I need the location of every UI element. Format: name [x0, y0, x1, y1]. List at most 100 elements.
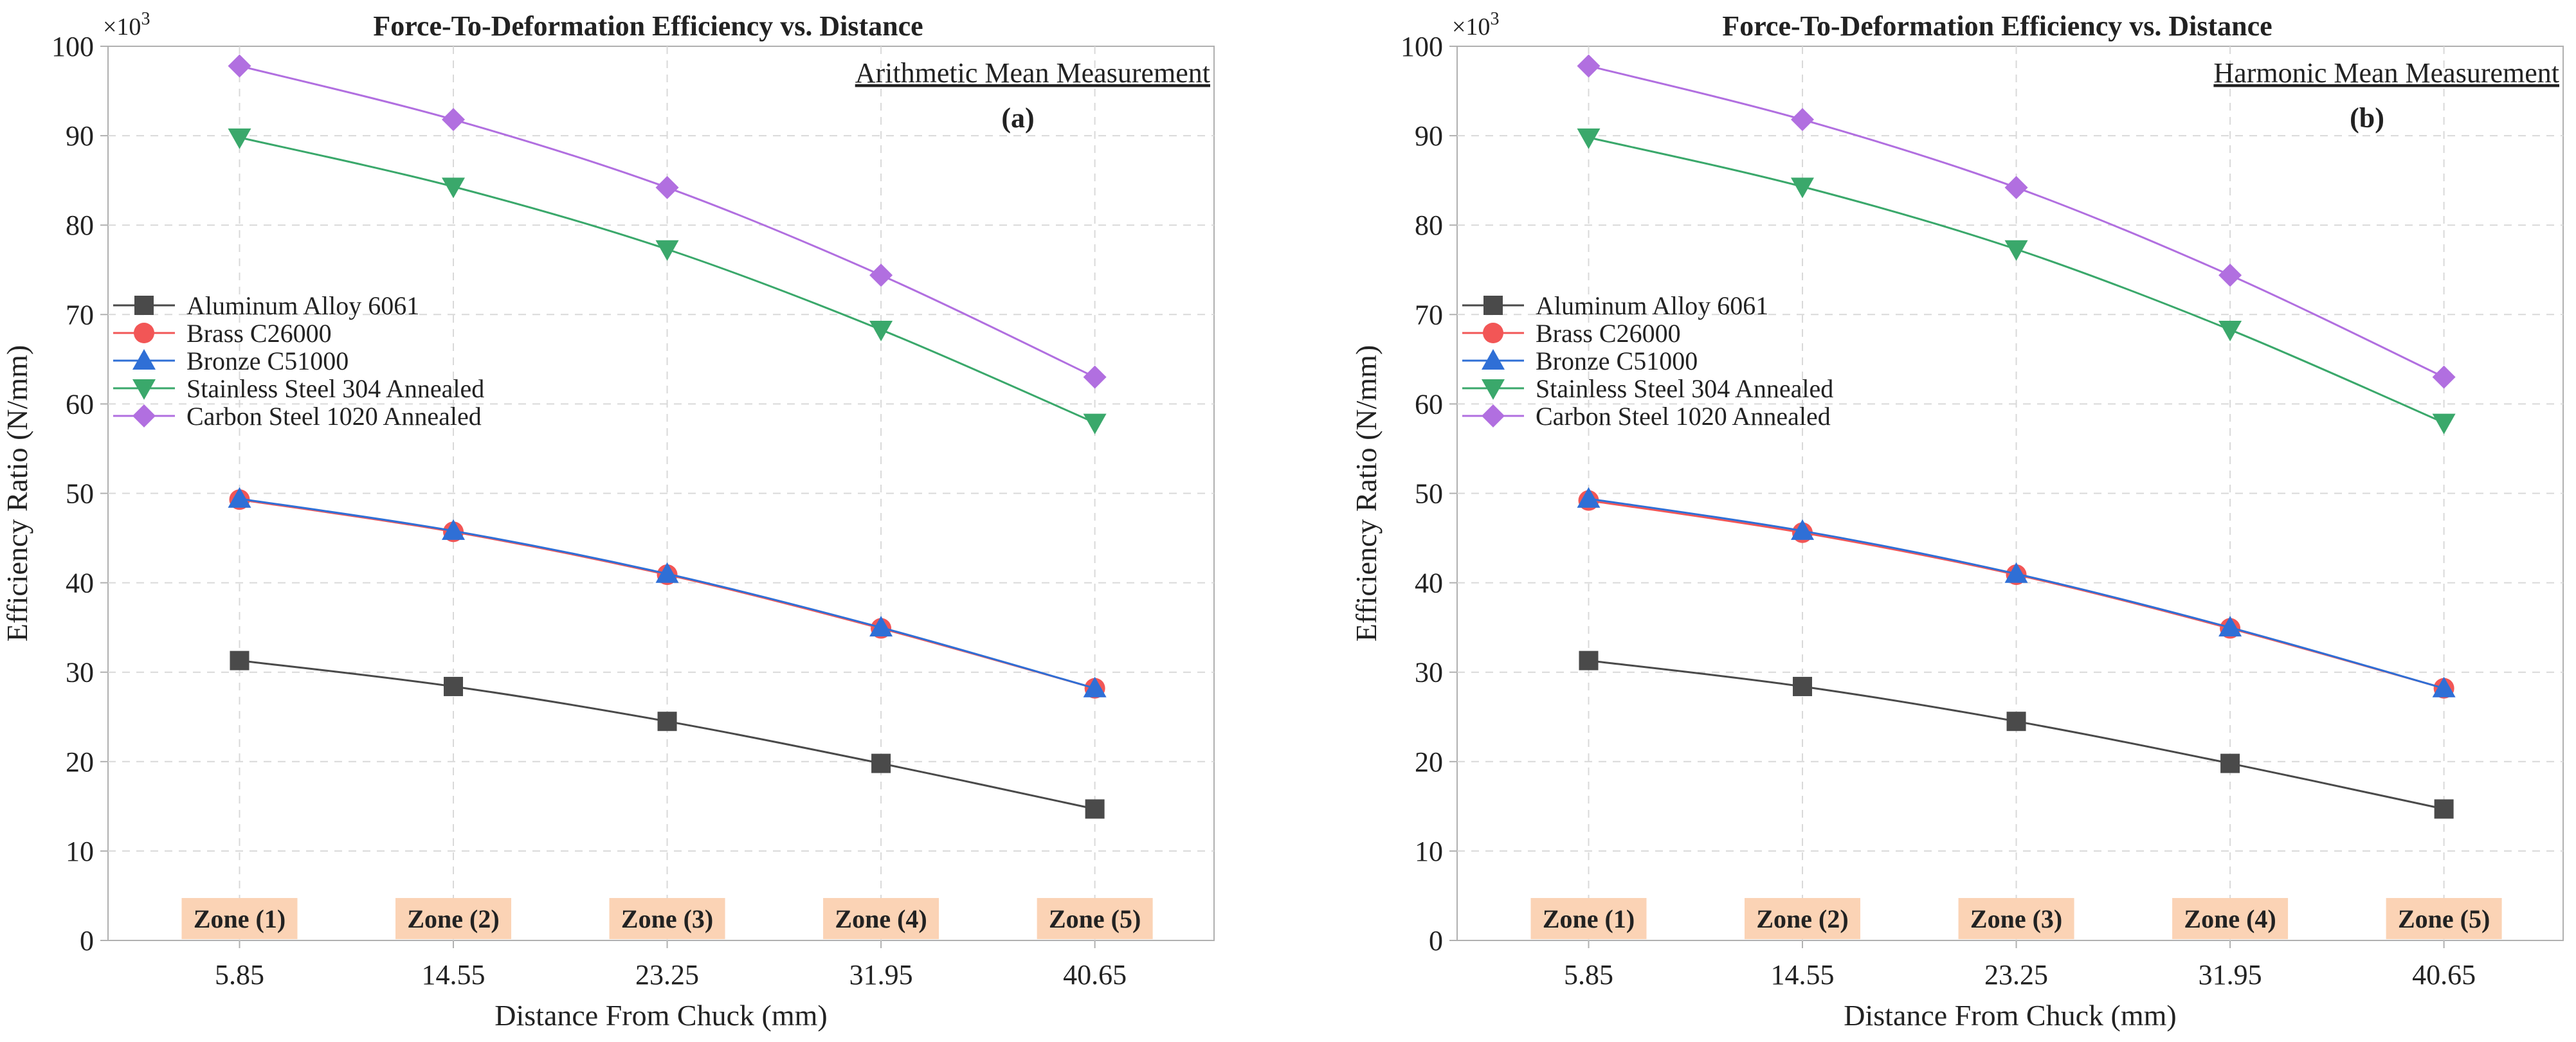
data-point [228, 487, 251, 508]
data-point [1577, 54, 1601, 78]
y-tick-label: 0 [1429, 925, 1443, 957]
zone-label-bg [2172, 898, 2289, 939]
data-point [1791, 519, 1815, 540]
y-tick-label: 20 [66, 746, 94, 778]
x-tick-label: 40.65 [2412, 959, 2476, 991]
x-tick-label: 23.25 [1984, 959, 2048, 991]
data-point [1083, 365, 1107, 389]
data-point [1083, 413, 1107, 435]
zone-label-bg [823, 898, 939, 939]
legend-marker [132, 379, 156, 400]
legend-marker [132, 404, 156, 427]
y-tick-label: 30 [66, 657, 94, 688]
legend-label: Aluminum Alloy 6061 [1536, 291, 1768, 320]
legend-label: Bronze C51000 [1536, 346, 1698, 375]
legend-label: Carbon Steel 1020 Annealed [186, 402, 482, 431]
data-point [2218, 264, 2242, 287]
y-axis-label: Efficiency Ratio (N/mm) [1350, 345, 1383, 642]
zone-label: Zone (2) [1756, 904, 1848, 933]
x-axis-label: Distance From Chuck (mm) [1844, 999, 2176, 1032]
y-tick-label: 40 [66, 568, 94, 599]
data-point [2432, 413, 2456, 435]
chart-panel-b: 0 10 20 30 40 50 60 70 80 90 100 5.85 14.55 23.25 31.9… [1350, 9, 2564, 1032]
zone-label: Zone (1) [194, 904, 286, 933]
data-point [2004, 562, 2028, 583]
legend-marker [134, 296, 154, 315]
legend-marker [134, 323, 154, 343]
y-tick-label: 20 [1415, 746, 1443, 778]
data-point [657, 712, 677, 732]
data-point [1791, 108, 1815, 132]
data-point [869, 616, 893, 637]
data-point [1083, 676, 1107, 697]
x-tick-label: 31.95 [849, 959, 913, 991]
zone-label-bg [395, 898, 512, 939]
legend-marker [132, 349, 156, 370]
y-multiplier-exp: 3 [1490, 9, 1499, 29]
data-point [1577, 128, 1601, 149]
x-tick-label: 23.25 [635, 959, 699, 991]
chart-title: Force-To-Deformation Efficiency vs. Dist… [1722, 10, 2272, 42]
zone-label: Zone (3) [1970, 904, 2062, 933]
y-tick-label: 30 [1415, 657, 1443, 688]
y-tick-label: 10 [66, 836, 94, 867]
zone-label: Zone (5) [2398, 904, 2490, 933]
legend-label: Brass C26000 [186, 319, 332, 348]
legend-marker [1482, 349, 1505, 370]
zone-label-bg [1530, 898, 1647, 939]
zone-label: Zone (3) [621, 904, 713, 933]
legend-label: Aluminum Alloy 6061 [186, 291, 419, 320]
y-multiplier-exp: 3 [141, 9, 150, 29]
data-point [1577, 487, 1601, 508]
data-point [442, 177, 466, 199]
zone-label-bg [609, 898, 725, 939]
y-multiplier-base: ×10 [1452, 13, 1490, 40]
y-tick-label: 90 [66, 120, 94, 152]
legend-marker [1482, 404, 1505, 427]
data-point [871, 753, 891, 773]
y-tick-label: 60 [66, 388, 94, 420]
y-tick-label: 100 [51, 31, 94, 62]
y-tick-label: 90 [1415, 120, 1443, 152]
zone-label: Zone (4) [835, 904, 927, 933]
data-point [2220, 753, 2240, 773]
legend-label: Stainless Steel 304 Annealed [186, 374, 484, 403]
legend-marker [1483, 323, 1503, 343]
data-point [228, 128, 251, 149]
chart-title: Force-To-Deformation Efficiency vs. Dist… [373, 10, 923, 42]
y-tick-label: 70 [66, 299, 94, 330]
legend-marker [1483, 296, 1503, 315]
data-point [442, 108, 466, 132]
data-point [869, 320, 893, 341]
zone-label: Zone (5) [1049, 904, 1141, 933]
y-tick-label: 80 [1415, 210, 1443, 241]
y-tick-label: 100 [1401, 31, 1443, 62]
y-tick-label: 50 [66, 478, 94, 510]
x-tick-label: 5.85 [1564, 959, 1613, 991]
y-multiplier: ×103 [103, 9, 150, 40]
data-point [444, 676, 464, 696]
chart-panel-a: 0 10 20 30 40 50 60 70 80 90 100 5.85 14.55 23.25 31.9… [1, 9, 1215, 1032]
y-multiplier: ×103 [1452, 9, 1499, 40]
legend-label: Carbon Steel 1020 Annealed [1536, 402, 1831, 431]
data-point [228, 54, 251, 78]
zone-label-bg [1958, 898, 2074, 939]
data-point [655, 562, 679, 583]
measurement-annotation: Harmonic Mean Measurement [2213, 57, 2559, 89]
y-tick-label: 60 [1415, 388, 1443, 420]
data-point [230, 651, 249, 670]
legend-label: Brass C26000 [1536, 319, 1681, 348]
y-tick-label: 0 [80, 925, 94, 957]
zone-label-bg [181, 898, 298, 939]
data-point [442, 519, 466, 540]
data-point [2006, 712, 2026, 732]
legend-label: Bronze C51000 [186, 346, 349, 375]
x-tick-label: 14.55 [1771, 959, 1835, 991]
x-tick-label: 5.85 [215, 959, 264, 991]
x-axis-label: Distance From Chuck (mm) [494, 999, 827, 1032]
legend-label: Stainless Steel 304 Annealed [1536, 374, 1833, 403]
y-tick-label: 50 [1415, 478, 1443, 510]
panel-tag: (a) [1001, 102, 1034, 134]
measurement-annotation: Arithmetic Mean Measurement [855, 57, 1210, 89]
